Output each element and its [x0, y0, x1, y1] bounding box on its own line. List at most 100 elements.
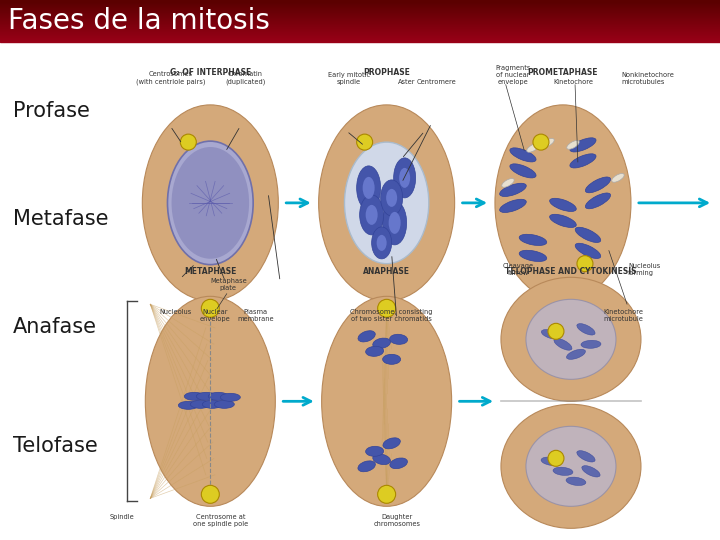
Text: Early mitotic
spindle: Early mitotic spindle: [328, 72, 369, 85]
Ellipse shape: [566, 350, 586, 359]
Bar: [0, 22, 720, 23]
Ellipse shape: [208, 393, 228, 400]
Bar: [0, 15, 720, 16]
Ellipse shape: [567, 140, 579, 149]
Ellipse shape: [377, 299, 396, 318]
Bar: [0, 36, 720, 37]
Ellipse shape: [145, 296, 275, 507]
Ellipse shape: [202, 485, 220, 503]
Text: Spindle: Spindle: [110, 514, 135, 521]
Bar: [0, 30, 720, 31]
Bar: [0, 1, 720, 2]
Text: ANAPHASE: ANAPHASE: [363, 267, 410, 276]
Bar: [0, 29, 720, 30]
Bar: [0, 38, 720, 39]
Ellipse shape: [202, 400, 222, 408]
Bar: [0, 11, 720, 12]
Ellipse shape: [184, 393, 204, 400]
Text: Metaphase
plate: Metaphase plate: [210, 278, 247, 291]
Ellipse shape: [356, 166, 381, 210]
Bar: [0, 32, 720, 33]
Bar: [0, 37, 720, 38]
Ellipse shape: [527, 144, 539, 152]
Text: Plasma
membrane: Plasma membrane: [237, 309, 274, 322]
Text: Kinetochore: Kinetochore: [553, 79, 593, 85]
Ellipse shape: [576, 325, 595, 334]
Ellipse shape: [569, 156, 597, 166]
Bar: [0, 34, 720, 35]
Ellipse shape: [577, 255, 593, 272]
Ellipse shape: [519, 235, 547, 245]
Ellipse shape: [360, 195, 384, 235]
Bar: [0, 35, 720, 36]
Bar: [0, 7, 720, 8]
Ellipse shape: [382, 201, 407, 245]
Bar: [0, 25, 720, 26]
Text: PROMETAPHASE: PROMETAPHASE: [528, 68, 598, 77]
Bar: [0, 28, 720, 29]
Ellipse shape: [554, 339, 572, 350]
Ellipse shape: [322, 296, 451, 507]
Ellipse shape: [202, 299, 220, 318]
Text: Nuclear
envelope: Nuclear envelope: [200, 309, 230, 322]
Bar: [0, 18, 720, 19]
Bar: [0, 6, 720, 7]
Bar: [0, 31, 720, 32]
Ellipse shape: [377, 485, 396, 503]
Bar: [0, 41, 720, 42]
Ellipse shape: [356, 134, 373, 150]
Text: Cleavage
furrow: Cleavage furrow: [503, 264, 534, 276]
Ellipse shape: [550, 214, 576, 228]
Text: Telofase: Telofase: [13, 435, 98, 456]
Ellipse shape: [499, 200, 526, 212]
Bar: [0, 17, 720, 18]
Ellipse shape: [215, 400, 234, 408]
Bar: [0, 39, 720, 40]
Bar: [0, 8, 720, 9]
Bar: [0, 26, 720, 28]
Bar: [0, 2, 720, 3]
Bar: [0, 5, 720, 6]
Ellipse shape: [509, 166, 537, 176]
Ellipse shape: [381, 180, 402, 216]
Bar: [0, 21, 720, 22]
Ellipse shape: [569, 139, 597, 150]
Ellipse shape: [383, 354, 400, 364]
Bar: [0, 10, 720, 11]
Bar: [0, 17, 720, 18]
Bar: [0, 39, 720, 40]
Bar: [0, 19, 720, 20]
Ellipse shape: [366, 446, 384, 456]
Ellipse shape: [383, 438, 400, 448]
Bar: [0, 13, 720, 14]
Bar: [0, 38, 720, 39]
Ellipse shape: [541, 139, 554, 147]
Bar: [0, 21, 720, 22]
Ellipse shape: [541, 457, 561, 466]
Ellipse shape: [389, 212, 400, 234]
Bar: [0, 14, 720, 15]
Ellipse shape: [373, 338, 390, 349]
Bar: [0, 12, 720, 13]
Text: PROPHASE: PROPHASE: [363, 68, 410, 77]
Bar: [0, 2, 720, 3]
Text: Profase: Profase: [13, 100, 90, 121]
Ellipse shape: [501, 404, 641, 528]
Ellipse shape: [399, 168, 410, 188]
Ellipse shape: [358, 461, 376, 471]
Text: Centrosomes
(with centriole pairs): Centrosomes (with centriole pairs): [135, 71, 205, 85]
Ellipse shape: [567, 476, 585, 487]
Text: Fragments
of nuclear
envelope: Fragments of nuclear envelope: [495, 65, 531, 85]
Ellipse shape: [363, 177, 374, 199]
Text: Chromosome, consisting
of two sister chromatids: Chromosome, consisting of two sister chr…: [351, 309, 433, 322]
Ellipse shape: [168, 141, 253, 265]
Ellipse shape: [577, 450, 595, 462]
Bar: [0, 27, 720, 28]
Ellipse shape: [394, 158, 415, 198]
Text: Aster: Aster: [398, 79, 415, 85]
Ellipse shape: [526, 426, 616, 507]
Ellipse shape: [553, 467, 573, 475]
Bar: [0, 4, 720, 5]
Ellipse shape: [373, 454, 390, 465]
Ellipse shape: [533, 134, 549, 150]
